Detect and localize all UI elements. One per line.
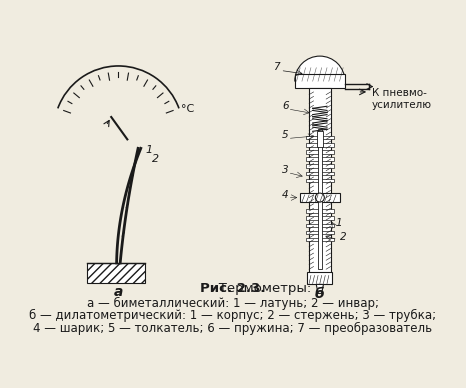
Text: °С: °С xyxy=(181,104,194,114)
Text: а — биметаллический: 1 — латунь; 2 — инвар;: а — биметаллический: 1 — латунь; 2 — инв… xyxy=(87,297,379,310)
Bar xyxy=(306,171,334,175)
Text: 2: 2 xyxy=(340,232,346,242)
Bar xyxy=(295,74,345,88)
Bar xyxy=(306,223,334,227)
Bar xyxy=(306,231,334,234)
Text: 4: 4 xyxy=(282,190,289,199)
Bar xyxy=(306,179,334,182)
Bar xyxy=(306,136,334,139)
Bar xyxy=(306,157,334,161)
Text: 4 — шарик; 5 — толкатель; 6 — пружина; 7 — преобразователь: 4 — шарик; 5 — толкатель; 6 — пружина; 7… xyxy=(34,322,432,335)
Text: 1: 1 xyxy=(145,145,152,155)
Text: 3: 3 xyxy=(282,165,289,175)
Bar xyxy=(309,88,330,274)
Text: 7: 7 xyxy=(273,62,280,73)
Bar xyxy=(306,150,334,154)
Circle shape xyxy=(315,193,324,202)
Wedge shape xyxy=(295,56,345,81)
Text: б — дилатометрический: 1 — корпус; 2 — стержень; 3 — трубка;: б — дилатометрический: 1 — корпус; 2 — с… xyxy=(29,309,437,322)
Bar xyxy=(306,217,334,220)
Bar xyxy=(317,131,322,147)
Text: б: б xyxy=(315,287,325,301)
Bar xyxy=(306,143,334,147)
Text: а: а xyxy=(114,285,123,299)
Text: 5: 5 xyxy=(282,130,289,140)
Text: 6: 6 xyxy=(282,101,289,111)
Bar xyxy=(318,129,322,269)
Bar xyxy=(306,165,334,168)
Text: 2: 2 xyxy=(151,154,158,164)
Text: Рис. 2.3.: Рис. 2.3. xyxy=(200,282,266,295)
Bar xyxy=(307,272,332,284)
Bar xyxy=(300,193,340,202)
Bar xyxy=(306,238,334,241)
Text: К пневмо-
усилителю: К пневмо- усилителю xyxy=(372,88,432,110)
Polygon shape xyxy=(316,284,323,293)
Bar xyxy=(87,263,145,282)
Bar xyxy=(306,209,334,213)
Text: 1: 1 xyxy=(336,218,343,228)
Text: Термометры:: Термометры: xyxy=(155,282,311,295)
